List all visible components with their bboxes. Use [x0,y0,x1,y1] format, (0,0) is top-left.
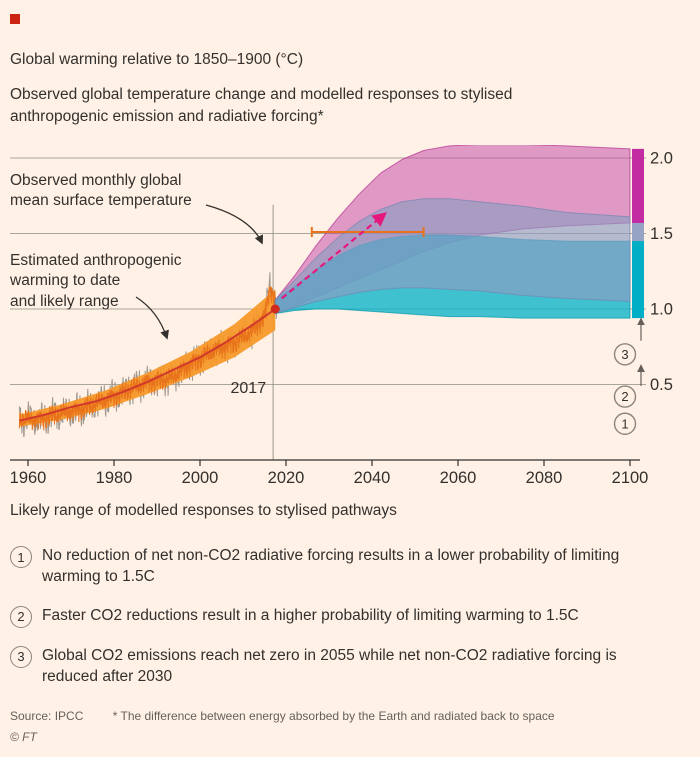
legend-number-3: 3 [10,645,32,668]
chart-title: Global warming relative to 1850–1900 (°C… [10,51,304,68]
anthropogenic-band [19,289,276,427]
axis-label: 0.5 [650,376,673,394]
annotation-arrows [135,204,264,340]
legend-text-2: Faster CO2 reductions result in a higher… [42,606,579,624]
pathway-marker-1 [613,412,637,435]
legend-number-1: 1 [10,546,32,568]
pathway-marker-2 [613,385,637,408]
legend: Likely range of modelled responses to st… [10,502,680,705]
estimated-annotation-arrow [135,296,169,340]
observed-monthly-orange-line [18,286,277,431]
axis-label: 1 [621,416,628,431]
legend-number-2: 2 [10,605,32,628]
anthropogenic-center-line [19,308,276,422]
axis-label: 1.0 [650,301,673,319]
brand-marker [10,14,20,24]
axis-label: 2040 [354,469,391,487]
annotation-observed: Observed monthly global mean surface tem… [10,172,192,210]
footer: Source: IPCC * The difference between en… [10,709,555,723]
legend-item-3: 3 Global CO2 emissions reach net zero in… [10,645,680,688]
legend-heading: Likely range of modelled responses to st… [10,502,397,519]
chart-canvas: 1 2 3 1960 1980 2000 2020 2040 2060 2080 2100 0.5 1.… [10,145,673,487]
axis-label: 3 [621,347,628,362]
pathway-marker-3 [613,343,637,366]
legend-item-1: 1 No reduction of net non-CO2 radiative … [10,545,680,588]
warming-2017-dot [270,304,280,314]
end-bar-2 [632,241,644,319]
plot-group: 1 2 3 1960 1980 2000 2020 2040 2060 2080 2100 0.5 1.… [10,145,673,487]
axis-label: 2017 [231,380,267,397]
axis-label: 1960 [10,469,47,487]
axis-label: 2.0 [650,150,673,168]
legend-text-3: Global CO2 emissions reach net zero in 2… [42,646,617,686]
axis-label: 2000 [182,469,219,487]
end-bar-1 [632,148,644,223]
trend-arrow [281,212,387,300]
source-label: Source: IPCC [10,709,84,723]
annotation-estimated: Estimated anthropogenic warming to date … [10,252,182,310]
axis-label: 2080 [526,469,563,487]
chart-area: 1 2 3 1960 1980 2000 2020 2040 2060 2080 2100 0.5 1.… [0,145,700,497]
axis-label: 2 [621,389,628,404]
observed-annotation-arrow [205,204,264,245]
axis-label: 1980 [96,469,133,487]
pathway-band-3 [274,198,631,315]
axis-label: 1.5 [650,225,673,243]
footnote: * The difference between energy absorbed… [112,709,555,723]
axis-label: 2020 [268,469,305,487]
legend-text-1: No reduction of net non-CO2 radiative fo… [42,547,620,586]
legend-item-2: 2 Faster CO2 reductions result in a high… [10,605,680,628]
copyright: © FT [10,730,37,744]
chart-subtitle: Observed global temperature change and m… [10,86,513,125]
axis-label: 2100 [612,469,649,487]
axis-label: 2060 [440,469,477,487]
